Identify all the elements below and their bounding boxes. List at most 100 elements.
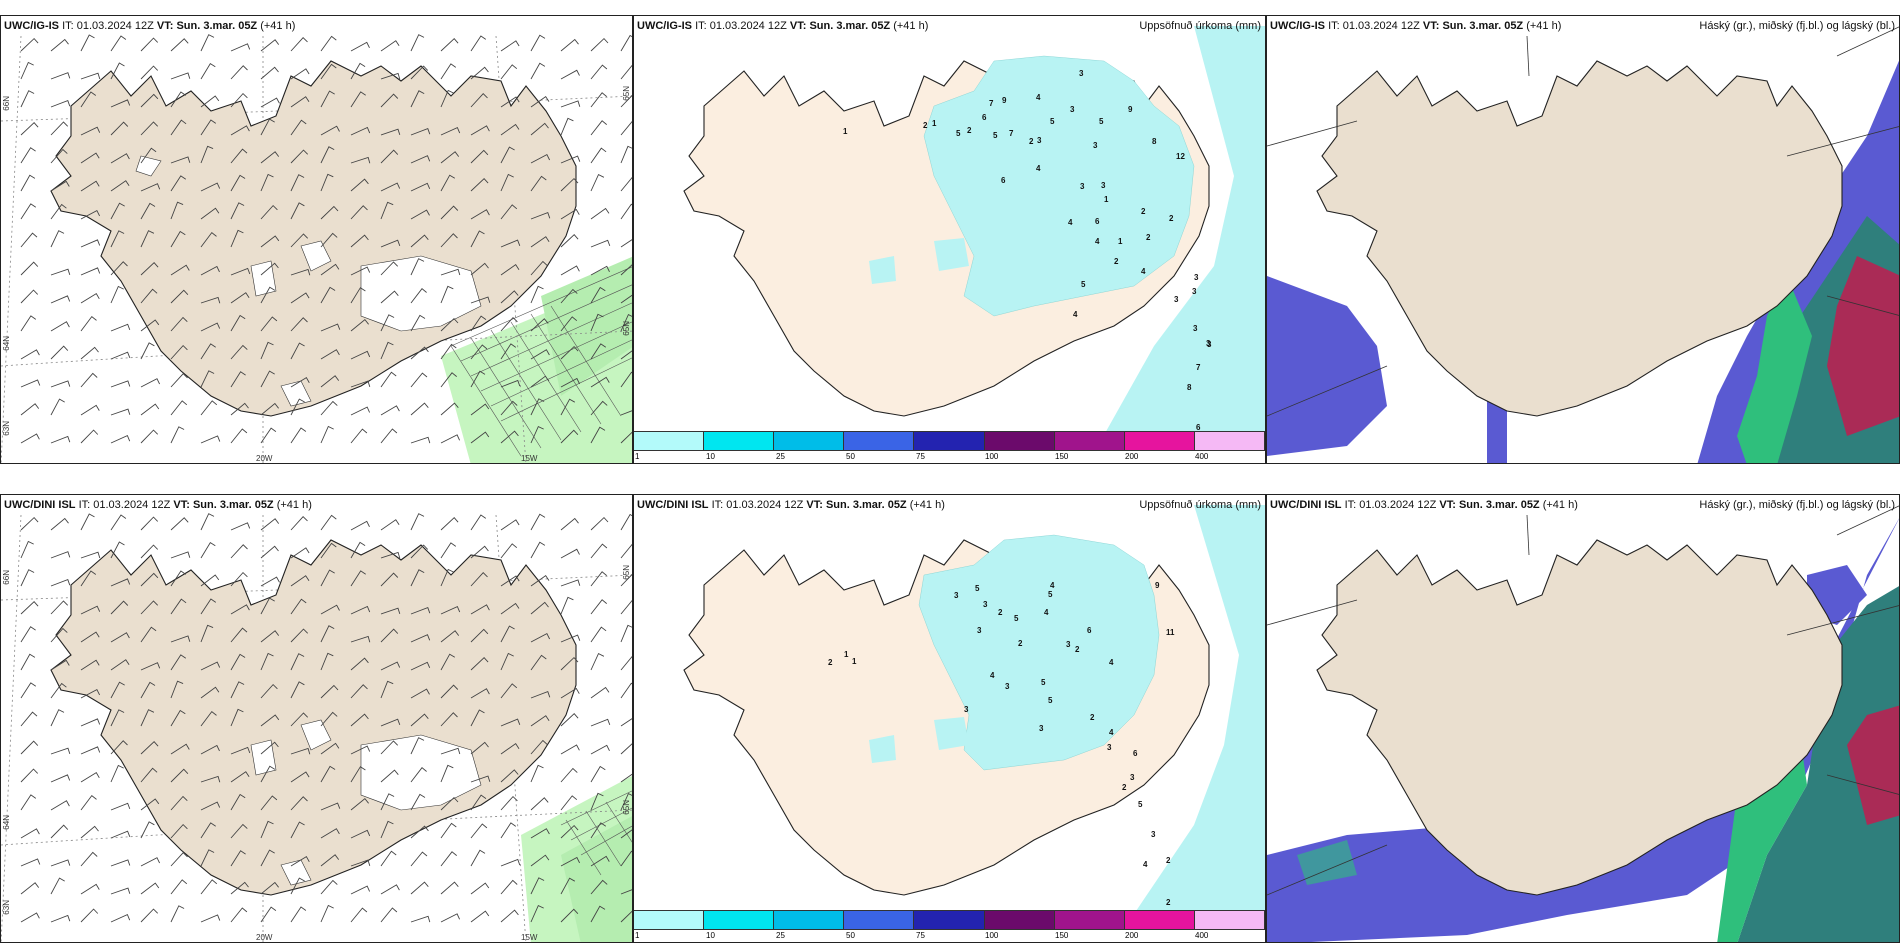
wind-barb: [290, 398, 305, 416]
wind-barb: [410, 825, 429, 839]
lat-label-left-mid: 64N: [2, 336, 11, 351]
precip-value-label: 4: [1095, 237, 1100, 246]
wind-barb: [50, 800, 70, 811]
wind-barb: [500, 769, 519, 783]
wind-barb: [620, 599, 632, 615]
wind-barb: [140, 662, 161, 671]
wind-barb: [20, 403, 40, 416]
wind-barb: [590, 207, 610, 220]
wind-barb: [50, 203, 67, 220]
wind-barb: [560, 744, 580, 755]
wind-barb: [80, 404, 100, 416]
wind-barb: [200, 879, 218, 895]
wind-barb: [80, 209, 101, 220]
colorbar-swatch-200: [1124, 432, 1195, 450]
wind-barb: [50, 877, 65, 895]
wind-barb: [260, 714, 280, 727]
wind-barb: [470, 344, 488, 360]
wind-barb: [20, 37, 39, 52]
wind-barb: [110, 541, 125, 559]
wind-barb: [440, 764, 454, 783]
wind-barb: [530, 654, 547, 671]
lat-label-right-top: 65N: [622, 565, 631, 580]
precip-title-left-bottom: UWC/DINI ISL IT: 01.03.2024 12Z VT: Sun.…: [637, 499, 945, 511]
wind-barb: [530, 318, 549, 332]
wind-barb: [140, 741, 159, 755]
wind-barb: [200, 914, 221, 923]
wind-barb: [20, 569, 35, 587]
lead-time: (+41 h): [1526, 20, 1562, 32]
wind-barb: [500, 173, 514, 192]
wind-barb: [260, 316, 278, 332]
wind-barb: [410, 544, 429, 559]
wind-barb: [470, 93, 488, 108]
wind-barb: [560, 548, 580, 559]
wind-title-bottom: UWC/DINI ISL IT: 01.03.2024 12Z VT: Sun.…: [4, 499, 312, 511]
wind-barb: [500, 879, 518, 895]
wind-barb: [170, 91, 187, 108]
wind-barb: [500, 909, 519, 923]
wind-barb: [620, 889, 632, 895]
wind-barb: [590, 516, 609, 531]
wind-barb: [80, 315, 97, 332]
wind-barb: [260, 906, 277, 923]
wind-title-top: UWC/IG-IS IT: 01.03.2024 12Z VT: Sun. 3.…: [4, 20, 295, 32]
wind-barb: [530, 236, 550, 248]
wind-barb: [260, 881, 279, 895]
model-name: UWC/DINI ISL: [637, 499, 709, 511]
wind-barb: [320, 375, 340, 388]
wind-barb: [560, 687, 580, 699]
wind-barb: [410, 881, 429, 895]
wind-barb: [140, 378, 161, 388]
wind-barb: [20, 379, 41, 388]
wind-barb: [410, 65, 429, 80]
precip-value-label: 8: [1187, 383, 1192, 392]
wind-barb: [110, 408, 131, 416]
wind-barb: [410, 314, 426, 332]
wind-barb: [260, 427, 277, 444]
wind-barb: [320, 828, 340, 839]
panel-wind-bottom: UWC/DINI ISL IT: 01.03.2024 12Z VT: Sun.…: [0, 494, 633, 943]
wind-barb: [200, 513, 215, 531]
wind-barb: [80, 570, 97, 587]
precip-value-label: 3: [1005, 682, 1010, 691]
tick-1: 1: [635, 452, 640, 461]
vt-label: VT:: [1422, 20, 1440, 32]
precip-value-label: 5: [1048, 590, 1053, 599]
wind-barb: [440, 89, 454, 108]
wind-barb: [110, 380, 131, 388]
wind-barb: [530, 541, 546, 559]
wind-barb: [170, 344, 188, 360]
cloud-title-left-bottom: UWC/DINI ISL IT: 01.03.2024 12Z VT: Sun.…: [1270, 499, 1578, 511]
precip-value-label: 1: [852, 657, 857, 666]
wind-barb: [200, 95, 220, 108]
wind-barb: [410, 34, 425, 52]
wind-barb: [500, 742, 520, 755]
wind-barb: [200, 322, 221, 332]
precip-value-label: 6: [1095, 217, 1100, 226]
precip-value-label: 4: [1143, 860, 1148, 869]
wind-barb: [260, 39, 280, 52]
wind-barb: [290, 292, 310, 304]
wind-barb: [500, 519, 520, 531]
lon-label-15w: 15W: [521, 933, 538, 942]
wind-barb: [350, 829, 371, 839]
wind-barb: [50, 682, 67, 699]
wind-barb: [470, 149, 489, 164]
wind-barb: [590, 652, 605, 671]
precip-value-label: 3: [964, 705, 969, 714]
wind-barb: [560, 713, 579, 727]
it-value: 01.03.2024 12Z: [1359, 499, 1437, 511]
wind-barb: [620, 910, 632, 923]
precip-value-label: 2: [1122, 783, 1127, 792]
wind-barb: [170, 598, 187, 615]
wind-barb: [230, 428, 248, 444]
wind-barb: [290, 906, 307, 923]
it-label: IT:: [711, 499, 724, 511]
wind-barb: [590, 571, 607, 587]
wind-barb: [620, 850, 632, 867]
wind-barb: [200, 710, 217, 727]
wind-barb: [140, 857, 161, 867]
wind-barb: [560, 155, 581, 164]
wind-barb: [50, 121, 69, 136]
